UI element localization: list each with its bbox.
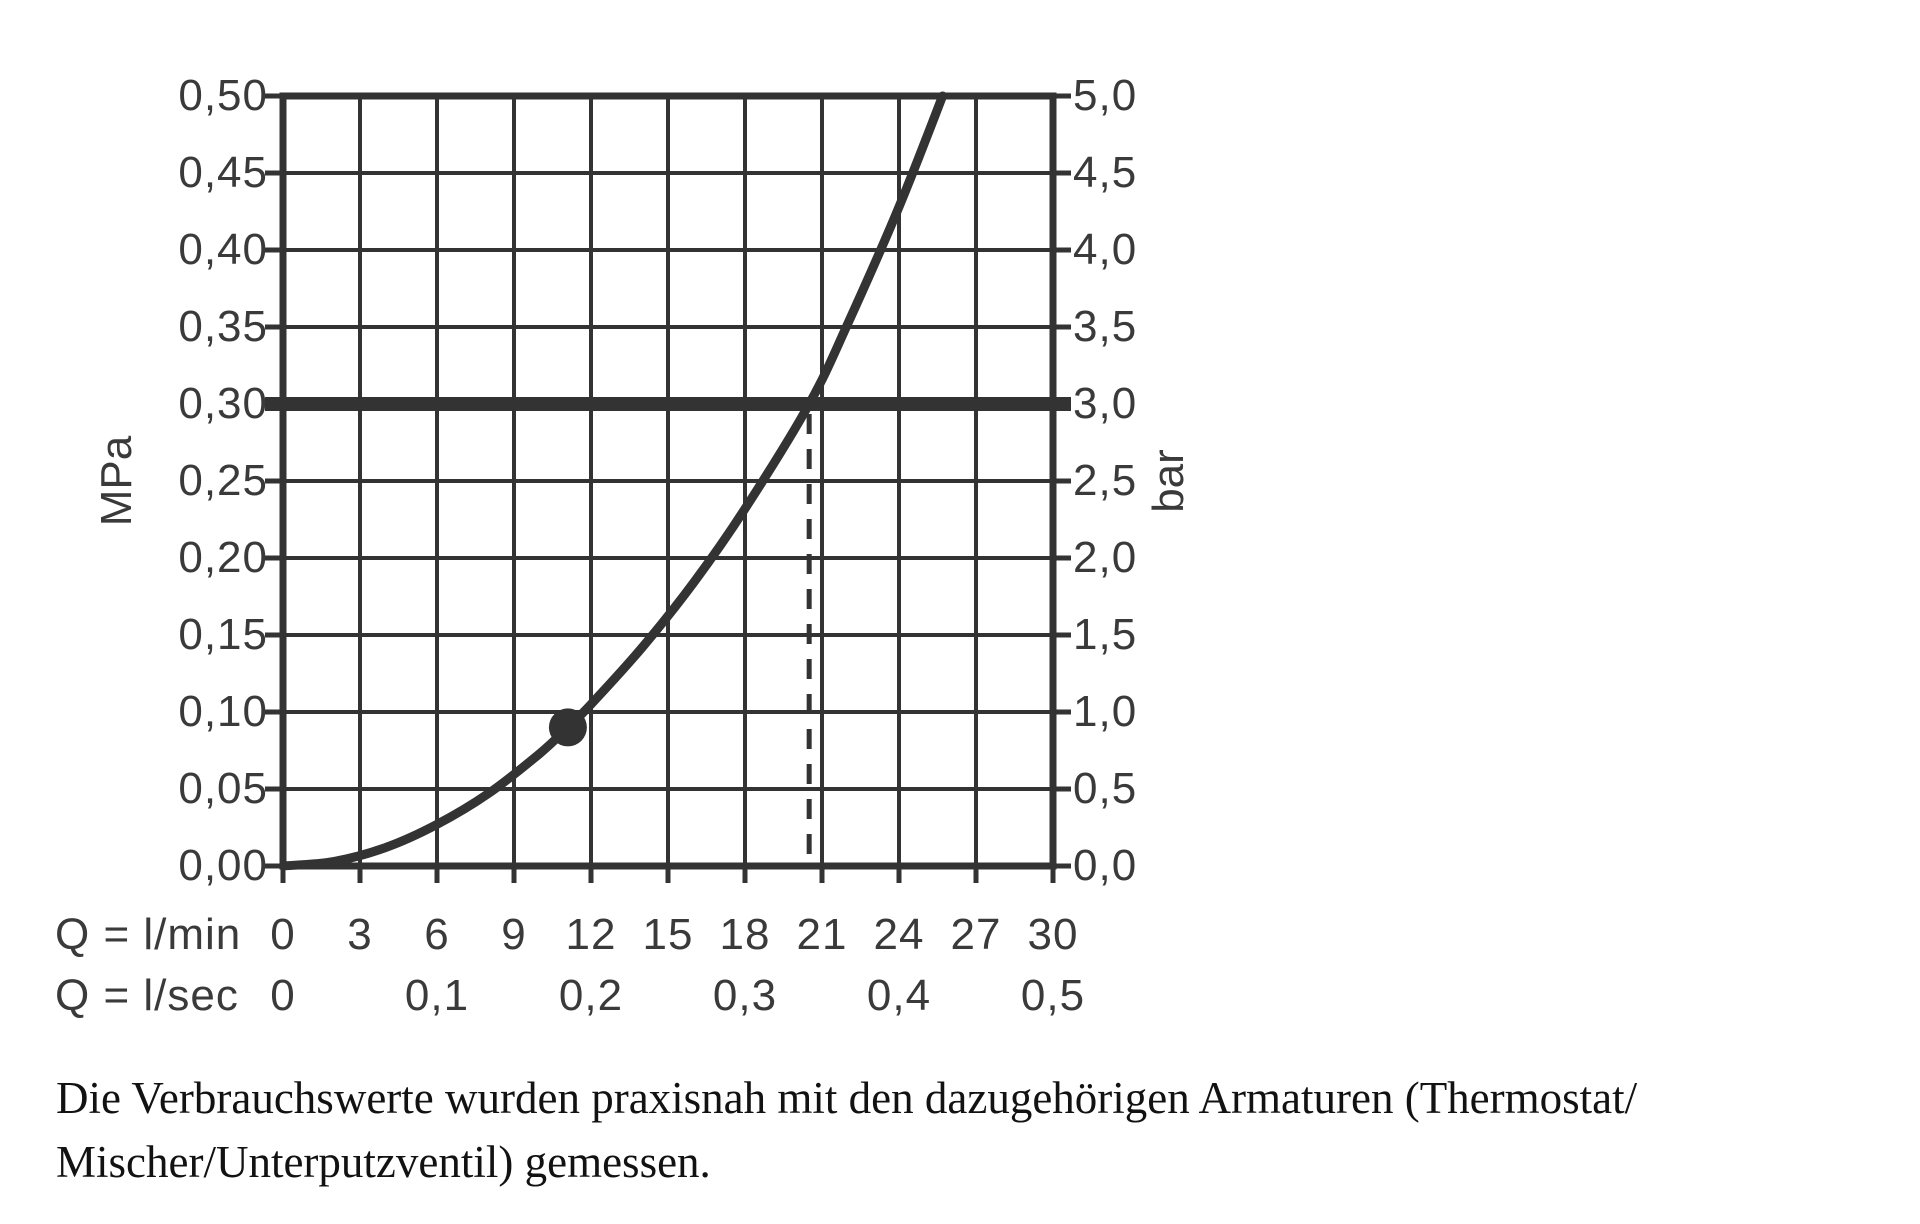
x-lmin-tick-label: 12 [565,910,617,959]
x-lmin-tick-label: 15 [642,910,694,959]
x-lsec-tick-label: 0,3 [712,971,778,1020]
x-lsec-tick-label: 0,2 [558,971,624,1020]
x-axis-lmin-label: Q = l/min [55,910,242,959]
y-right-tick-label: 3,0 [1073,379,1138,428]
x-lmin-tick-label: 27 [950,910,1002,959]
y-right-tick-label: 0,5 [1073,764,1138,813]
y-right-tick-label: 5,0 [1073,71,1138,120]
x-lmin-tick-label: 30 [1027,910,1079,959]
y-left-tick-label: 0,15 [178,610,268,659]
x-lsec-tick-label: 0,1 [404,971,470,1020]
y-left-tick-label: 0,00 [178,841,268,890]
y-right-tick-label: 3,5 [1073,302,1138,351]
x-lmin-tick-label: 21 [796,910,848,959]
y-left-tick-label: 0,20 [178,533,268,582]
x-lsec-tick-label: 0,4 [866,971,932,1020]
y-right-tick-label: 2,5 [1073,456,1138,505]
y-left-tick-label: 0,25 [178,456,268,505]
y-left-tick-label: 0,10 [178,687,268,736]
y-left-tick-label: 0,35 [178,302,268,351]
x-lsec-tick-label: 0,5 [1020,971,1086,1020]
curve-marker-dot [548,708,587,747]
x-axis-lsec-label: Q = l/sec [55,971,239,1020]
x-lmin-tick-label: 9 [501,910,527,959]
caption: Die Verbrauchswerte wurden praxisnah mit… [56,1066,1656,1194]
x-lsec-tick-label: 0 [270,971,296,1020]
y-axis-right-unit-label: bar [1144,449,1193,513]
x-lmin-tick-label: 0 [270,910,296,959]
caption-line-1: Die Verbrauchswerte wurden praxisnah mit… [56,1073,1638,1123]
y-left-tick-label: 0,40 [178,225,268,274]
y-right-tick-label: 4,5 [1073,148,1138,197]
x-lmin-tick-label: 18 [719,910,771,959]
y-right-tick-label: 0,0 [1073,841,1138,890]
y-right-tick-label: 4,0 [1073,225,1138,274]
y-right-tick-label: 1,0 [1073,687,1138,736]
y-left-tick-label: 0,50 [178,71,268,120]
caption-line-2: Mischer/Unterputzventil) gemessen. [56,1137,711,1187]
y-right-tick-label: 2,0 [1073,533,1138,582]
y-left-tick-label: 0,30 [178,379,268,428]
x-lmin-tick-label: 24 [873,910,925,959]
y-axis-left-unit-label: MPa [92,435,141,527]
y-left-tick-label: 0,45 [178,148,268,197]
x-lmin-tick-label: 6 [424,910,450,959]
flow-curve [278,91,948,871]
y-left-tick-label: 0,05 [178,764,268,813]
x-lmin-tick-label: 3 [347,910,373,959]
y-right-tick-label: 1,5 [1073,610,1138,659]
